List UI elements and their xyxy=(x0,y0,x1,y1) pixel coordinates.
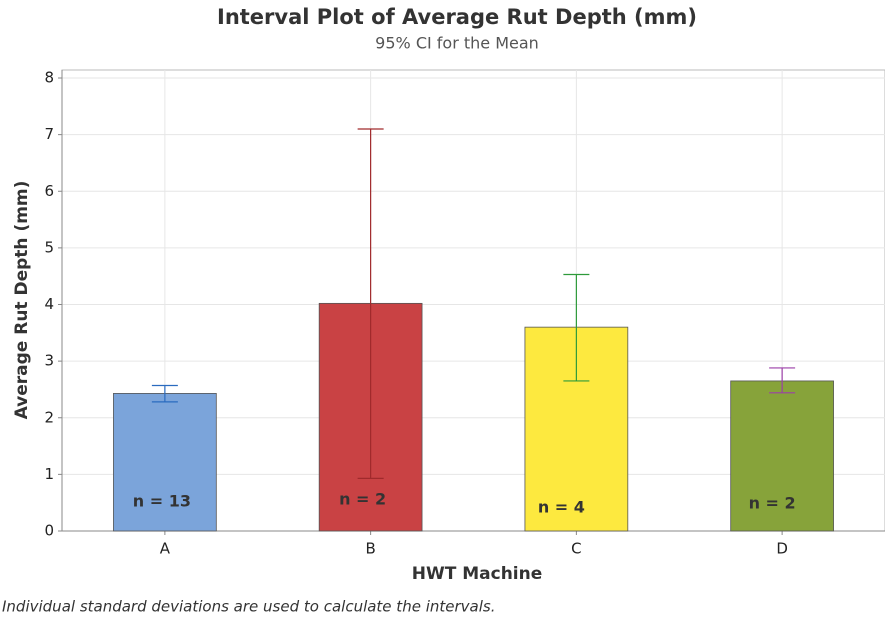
bar xyxy=(113,393,217,532)
footnote: Individual standard deviations are used … xyxy=(2,598,495,616)
sample-size-label: n = 2 xyxy=(749,494,796,513)
sample-size-label: n = 2 xyxy=(339,490,386,509)
bar xyxy=(730,380,834,532)
sample-size-label: n = 13 xyxy=(133,492,191,511)
y-tick-label: 6 xyxy=(44,182,54,200)
x-tick-label: C xyxy=(571,540,581,558)
y-tick-label: 3 xyxy=(44,352,54,370)
sample-size-label: n = 4 xyxy=(538,498,585,517)
x-tick-label: A xyxy=(160,540,171,558)
x-axis-label: HWT Machine xyxy=(412,564,543,584)
y-tick-label: 5 xyxy=(44,238,54,256)
y-tick-label: 7 xyxy=(44,125,54,143)
chart-title: Interval Plot of Average Rut Depth (mm) xyxy=(217,5,697,29)
y-tick-label: 1 xyxy=(44,465,54,483)
y-tick-label: 8 xyxy=(44,69,54,87)
x-tick-label: D xyxy=(776,540,788,558)
chart-subtitle: 95% CI for the Mean xyxy=(375,34,539,53)
y-tick-label: 4 xyxy=(44,295,54,313)
y-tick-label: 2 xyxy=(44,408,54,426)
y-tick-label: 0 xyxy=(44,522,54,540)
x-tick-label: B xyxy=(365,540,375,558)
y-axis-label: Average Rut Depth (mm) xyxy=(12,181,32,420)
